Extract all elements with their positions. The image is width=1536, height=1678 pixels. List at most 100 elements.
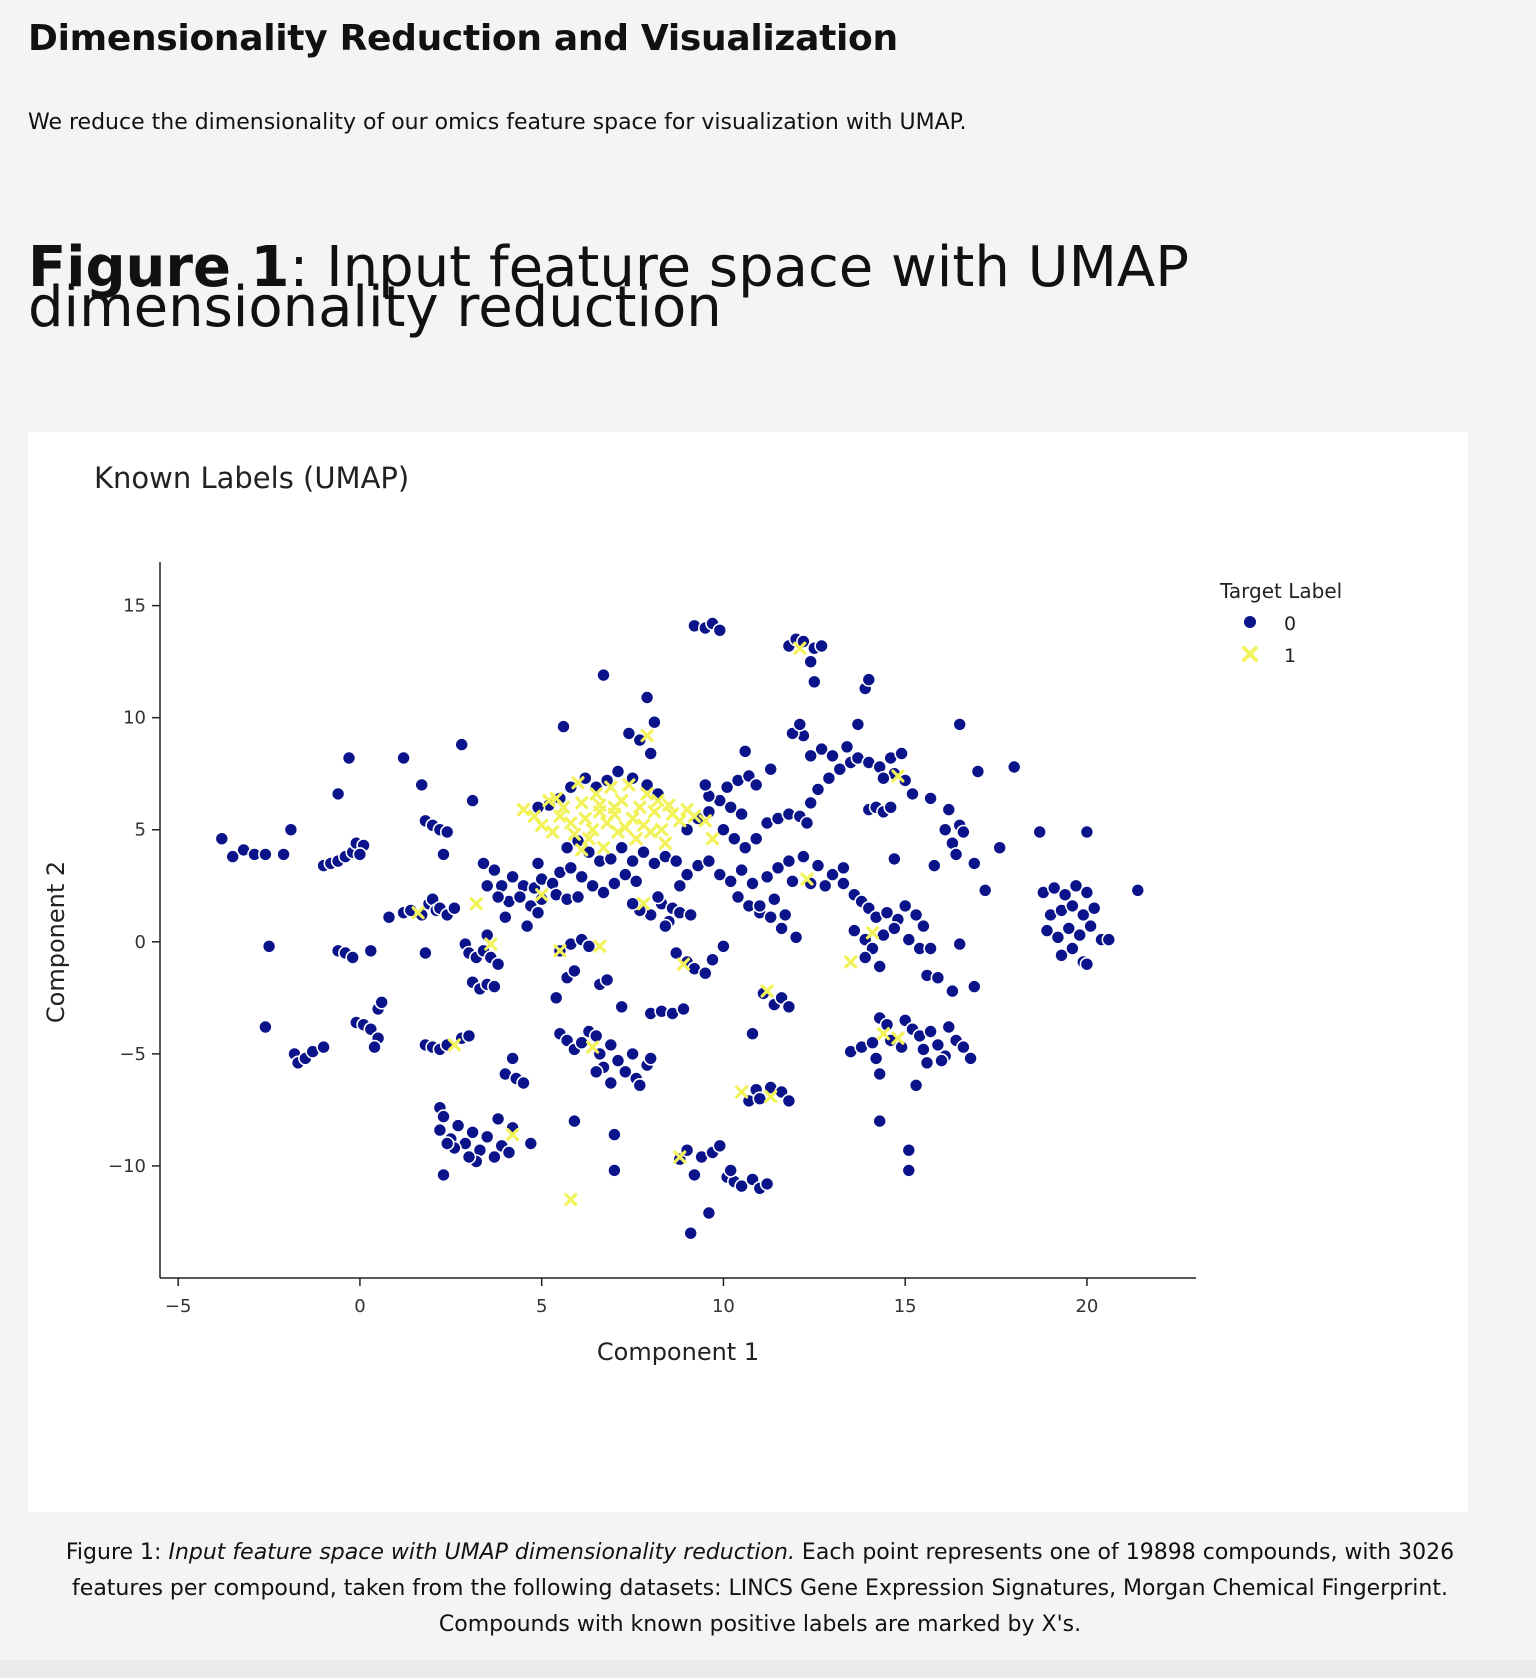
point-label-0-39 (381, 909, 397, 925)
point-label-0-392 (1068, 878, 1084, 894)
point-label-0-25 (363, 943, 379, 959)
point-label-0-108 (501, 1145, 517, 1160)
point-label-0-357 (908, 1077, 924, 1093)
point-label-1-13 (586, 823, 600, 837)
x-axis-label: Component 1 (597, 1338, 759, 1366)
point-label-0-285 (625, 770, 640, 786)
point-label-1-67 (891, 1031, 905, 1045)
point-label-1-36 (673, 814, 687, 828)
figure-heading-text: : Input feature space with UMAP dimensio… (28, 235, 1189, 340)
point-label-0-404 (1054, 947, 1069, 963)
point-label-0-277 (712, 623, 728, 638)
point-label-1-64 (564, 1193, 578, 1207)
point-label-0-292 (563, 779, 579, 795)
caption-sep: : (154, 1540, 169, 1565)
point-label-0-173 (745, 1026, 760, 1042)
point-label-1-5 (553, 809, 567, 823)
point-label-0-254 (792, 717, 808, 732)
point-label-0-156 (705, 952, 720, 968)
point-label-0-82 (519, 918, 535, 934)
point-label-0-247 (832, 761, 848, 777)
point-label-0-24 (345, 950, 361, 965)
point-label-0-204 (763, 909, 779, 925)
point-label-0-335 (886, 851, 902, 867)
point-label-0-172 (723, 1163, 739, 1178)
point-label-1-34 (662, 798, 676, 812)
chart-card: Known Labels (UMAP) −5 0 5 10 15 20 −10 −5 0 5 10 1… (28, 432, 1468, 1512)
point-label-0-289 (599, 773, 615, 788)
point-label-0-385 (926, 858, 942, 873)
point-label-0-126 (614, 999, 630, 1015)
point-label-0-396 (1065, 898, 1080, 914)
point-label-0-218 (766, 891, 782, 907)
x-tick-label-5: 20 (1075, 1296, 1098, 1317)
point-label-0-163 (712, 1138, 728, 1154)
point-label-0-312 (563, 860, 579, 876)
point-label-0-376 (952, 717, 968, 732)
point-label-0-367 (883, 799, 899, 815)
point-label-0-155 (697, 965, 713, 981)
point-label-0-199 (723, 873, 739, 889)
point-label-0-99 (432, 1122, 448, 1138)
caption-body: Each point represents one of 19898 compo… (72, 1540, 1455, 1637)
point-label-0-266 (861, 672, 877, 687)
footer-band (0, 1660, 1536, 1678)
point-label-0-350 (923, 1024, 938, 1039)
point-label-0-400 (1050, 929, 1066, 945)
point-label-0-165 (701, 1205, 717, 1221)
y-tick-label-4: 10 (123, 708, 146, 729)
figure-heading-label: Figure 1 (28, 235, 290, 300)
point-label-0-355 (956, 1039, 971, 1055)
caption-label: Figure 1 (65, 1540, 155, 1565)
point-label-1-23 (622, 778, 636, 792)
legend[interactable]: Target Label 0 1 (1219, 579, 1342, 667)
point-label-0-314 (628, 873, 644, 889)
point-label-0-245 (810, 782, 826, 797)
section-heading: Dimensionality Reduction and Visualizati… (28, 18, 898, 59)
caption-italic: Input feature space with UMAP dimensiona… (168, 1540, 795, 1565)
point-label-0-220 (777, 907, 793, 923)
point-label-1-44 (593, 798, 607, 812)
point-label-0-308 (585, 878, 600, 894)
legend-item-1[interactable]: 1 (1242, 645, 1296, 667)
point-label-0-214 (836, 876, 851, 891)
point-label-0-225 (723, 799, 739, 815)
point-label-0-306 (668, 853, 684, 869)
point-label-0-387 (945, 983, 960, 999)
point-label-0-116 (439, 1136, 455, 1151)
point-label-1-10 (575, 796, 589, 810)
point-label-1-12 (582, 832, 596, 846)
point-label-0-337 (930, 970, 946, 986)
point-label-0-272 (803, 654, 819, 669)
point-label-0-93 (505, 1051, 520, 1066)
point-label-1-48 (800, 872, 814, 886)
point-label-0-361 (901, 1163, 917, 1178)
point-label-0-353 (941, 1019, 957, 1035)
x-tick-label-1: 0 (354, 1296, 365, 1317)
plot-area (214, 616, 1146, 1241)
point-label-0-273 (806, 674, 822, 690)
point-label-0-113 (523, 1136, 539, 1151)
point-label-0-106 (487, 1149, 502, 1165)
point-label-0-67 (487, 862, 502, 878)
point-label-0-164 (683, 1225, 699, 1241)
legend-item-0[interactable]: 0 (1244, 613, 1296, 635)
point-label-0-49 (418, 945, 433, 961)
point-label-0-31 (374, 994, 390, 1010)
point-label-0-291 (577, 770, 593, 786)
point-label-1-68 (876, 1027, 890, 1041)
point-label-0-238 (748, 831, 764, 847)
point-label-0-250 (825, 748, 840, 764)
point-label-0-246 (821, 770, 837, 786)
point-label-0-227 (719, 779, 735, 795)
point-label-0-171 (759, 1176, 775, 1192)
point-label-0-301 (614, 840, 630, 856)
point-label-0-18 (414, 777, 430, 793)
point-label-0-381 (1006, 759, 1022, 775)
x-tick-label-3: 10 (712, 1296, 735, 1317)
point-label-0-119 (567, 963, 582, 979)
y-tick-label-2: 0 (135, 932, 146, 953)
point-label-0-68 (479, 878, 495, 894)
point-label-0-210 (781, 853, 797, 869)
point-label-0-213 (825, 867, 840, 882)
